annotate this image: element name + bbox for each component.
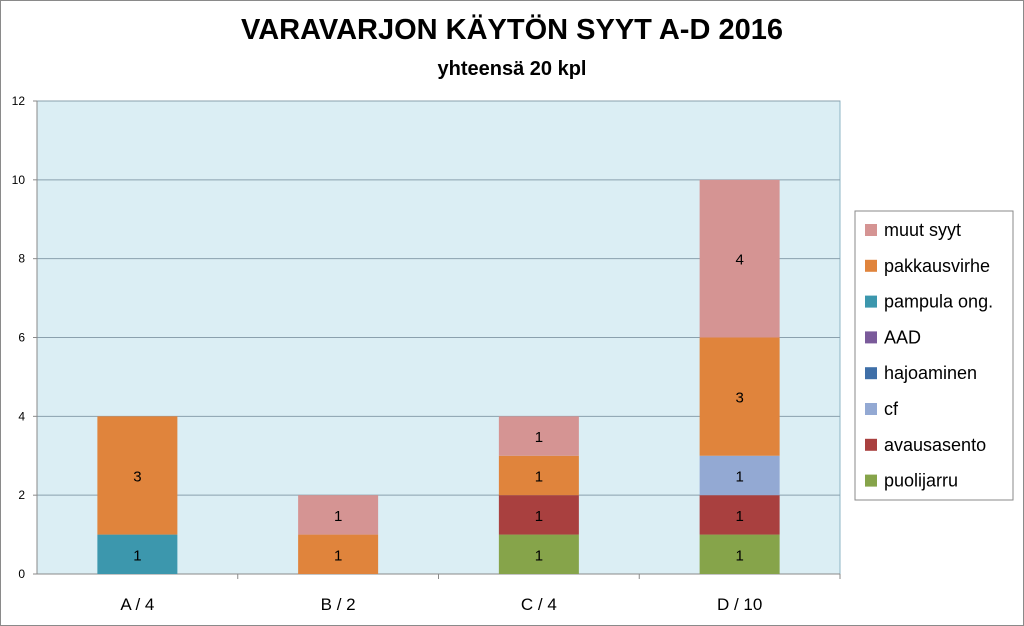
data-label: 1 — [735, 547, 743, 564]
x-tick-label: A / 4 — [120, 595, 154, 614]
y-tick-label: 8 — [18, 252, 25, 266]
bar-segment — [498, 416, 579, 456]
legend — [854, 210, 1014, 501]
legend-swatch — [865, 367, 877, 380]
y-tick-label: 4 — [18, 409, 25, 423]
legend-label: muut syyt — [884, 220, 961, 240]
chart-subtitle: yhteensä 20 kpl — [437, 58, 587, 80]
legend-label: AAD — [884, 327, 921, 347]
legend-label: hajoaminen — [884, 363, 977, 383]
legend-swatch — [865, 224, 877, 236]
legend-swatch — [865, 331, 877, 344]
legend-label: pampula ong. — [884, 292, 993, 312]
bar-segment — [298, 534, 379, 574]
bar-segment — [97, 416, 178, 535]
legend-swatch — [865, 474, 877, 487]
y-tick-label: 10 — [12, 173, 26, 187]
data-label: 4 — [735, 252, 743, 269]
legend-label: cf — [884, 399, 899, 419]
bar-segment — [498, 455, 579, 496]
data-label: 1 — [735, 468, 743, 485]
data-label: 1 — [535, 508, 543, 525]
legend-swatch — [865, 438, 877, 451]
bar-segment — [699, 337, 780, 456]
legend-label: avausasento — [884, 435, 986, 455]
data-label: 1 — [735, 508, 743, 525]
data-label: 1 — [133, 547, 141, 564]
data-label: 3 — [133, 468, 141, 485]
bar-segment — [97, 534, 178, 574]
data-label: 3 — [735, 390, 743, 407]
legend-swatch — [865, 403, 877, 415]
y-tick-label: 6 — [18, 331, 25, 345]
bar-segment — [699, 534, 780, 574]
legend-swatch — [865, 295, 877, 308]
bar-segment — [699, 179, 780, 338]
data-label: 1 — [535, 468, 543, 485]
bar-segment — [498, 495, 579, 535]
x-tick-label: C / 4 — [521, 595, 557, 614]
chart-title: VARAVARJON KÄYTÖN SYYT A-D 2016 — [241, 14, 783, 46]
data-label: 1 — [535, 429, 543, 446]
legend-label: pakkausvirhe — [884, 256, 990, 276]
x-tick-label: B / 2 — [321, 595, 356, 614]
y-tick-label: 12 — [12, 94, 26, 108]
data-label: 1 — [334, 508, 342, 525]
bar-segment — [498, 534, 579, 574]
data-label: 1 — [334, 547, 342, 564]
y-tick-label: 2 — [18, 488, 25, 502]
bar-segment — [699, 455, 780, 496]
x-tick-label: D / 10 — [717, 595, 762, 614]
legend-swatch — [865, 259, 877, 272]
legend-label: puolijarru — [884, 471, 958, 491]
bar-segment — [298, 495, 379, 535]
data-label: 1 — [535, 547, 543, 564]
y-tick-label: 0 — [18, 567, 25, 581]
bar-segment — [699, 495, 780, 535]
